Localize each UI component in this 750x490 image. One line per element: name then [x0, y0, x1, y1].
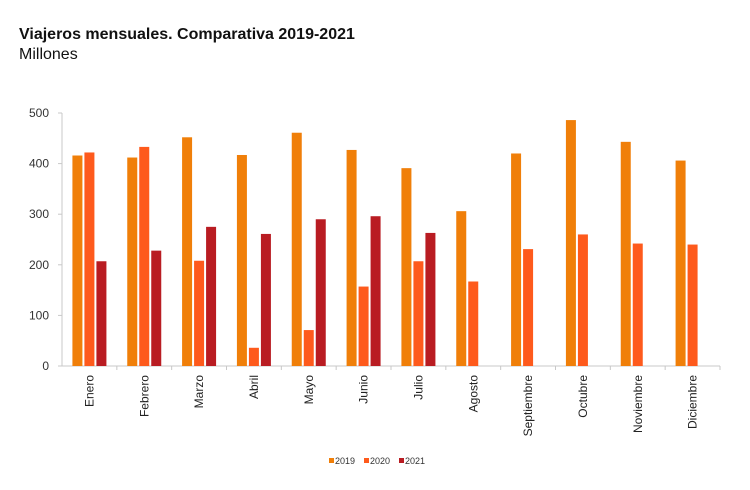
x-tick-label: Noviembre	[631, 375, 645, 433]
legend-label-2019: 2019	[335, 456, 355, 466]
y-axis: 0 100 200 300 400 500	[29, 106, 63, 373]
bar-2019-julio	[401, 168, 412, 366]
y-tick-label: 0	[42, 359, 49, 373]
bar-2020-mayo	[303, 330, 314, 366]
y-tick-label: 200	[29, 258, 49, 272]
bar-2020-septiembre	[523, 249, 534, 366]
chart-title: Viajeros mensuales. Comparativa 2019-202…	[19, 26, 355, 43]
bar-2019-marzo	[182, 137, 193, 366]
bar-2019-enero	[72, 155, 83, 366]
bar-2020-febrero	[139, 146, 150, 366]
x-tick-label: Octubre	[576, 375, 590, 418]
bar-2021-enero	[96, 261, 107, 366]
bar-2019-febrero	[127, 157, 138, 366]
bar-2020-junio	[358, 286, 369, 366]
bar-2019-agosto	[456, 211, 467, 366]
bar-2020-marzo	[194, 260, 205, 366]
chart-subtitle: Millones	[19, 46, 78, 63]
bar-2020-enero	[84, 152, 95, 366]
x-tick-label: Diciembre	[686, 375, 700, 429]
bar-2021-junio	[370, 216, 381, 366]
bar-2020-abril	[248, 347, 259, 366]
bar-2020-julio	[413, 261, 424, 366]
legend-marker-2019	[329, 458, 334, 463]
y-tick-label: 400	[29, 157, 49, 171]
legend-marker-2021	[399, 458, 404, 463]
legend-label-2021: 2021	[405, 456, 425, 466]
x-axis	[62, 365, 721, 370]
legend-marker-2020	[364, 458, 369, 463]
legend-label-2020: 2020	[370, 456, 390, 466]
x-tick-label: Agosto	[466, 375, 480, 413]
bar-2020-agosto	[468, 281, 479, 366]
x-tick-label: Marzo	[192, 375, 206, 409]
y-tick-label: 100	[29, 308, 49, 322]
y-tick-label: 300	[29, 207, 49, 221]
x-tick-label: Abril	[247, 375, 261, 399]
x-tick-label: Septiembre	[521, 375, 535, 437]
bar-2019-noviembre	[620, 141, 631, 366]
x-tick-label: Junio	[357, 375, 371, 404]
bar-2021-marzo	[206, 226, 217, 366]
bar-2021-mayo	[315, 219, 326, 366]
bar-2021-julio	[425, 232, 436, 366]
bar-2020-noviembre	[632, 243, 643, 366]
bar-2019-junio	[346, 149, 357, 366]
x-tick-label: Enero	[82, 375, 96, 407]
category-labels: Enero Febrero Marzo Abril Mayo Junio Julio Agos…	[82, 375, 699, 437]
bar-2021-febrero	[151, 250, 162, 366]
bar-2019-mayo	[291, 132, 302, 366]
bar-2019-septiembre	[511, 153, 522, 366]
bar-2021-abril	[260, 233, 271, 366]
y-tick-label: 500	[29, 106, 49, 120]
bar-2019-octubre	[565, 120, 576, 366]
bar-2019-abril	[236, 154, 247, 366]
bar-2019-diciembre	[675, 160, 686, 366]
bar-2020-octubre	[577, 234, 588, 366]
legend: 2019 2020 2021	[329, 456, 425, 466]
x-tick-label: Julio	[411, 375, 425, 400]
x-tick-label: Febrero	[137, 375, 151, 417]
bar-2020-diciembre	[687, 244, 698, 366]
bars	[72, 120, 698, 366]
x-tick-label: Mayo	[302, 375, 316, 405]
